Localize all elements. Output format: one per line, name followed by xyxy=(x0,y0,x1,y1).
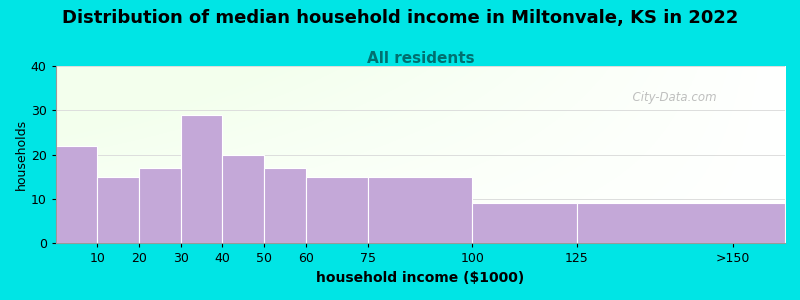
Text: Distribution of median household income in Miltonvale, KS in 2022: Distribution of median household income … xyxy=(62,9,738,27)
Bar xyxy=(222,155,264,243)
Bar xyxy=(368,177,473,243)
Title: All residents: All residents xyxy=(366,51,474,66)
Bar xyxy=(139,168,181,243)
Bar xyxy=(473,203,577,243)
Y-axis label: households: households xyxy=(15,119,28,190)
Bar xyxy=(98,177,139,243)
Bar xyxy=(181,115,222,243)
Bar xyxy=(306,177,368,243)
Bar xyxy=(56,146,98,243)
Bar xyxy=(264,168,306,243)
Bar xyxy=(577,203,785,243)
X-axis label: household income ($1000): household income ($1000) xyxy=(316,271,525,285)
Text: City-Data.com: City-Data.com xyxy=(625,92,716,104)
